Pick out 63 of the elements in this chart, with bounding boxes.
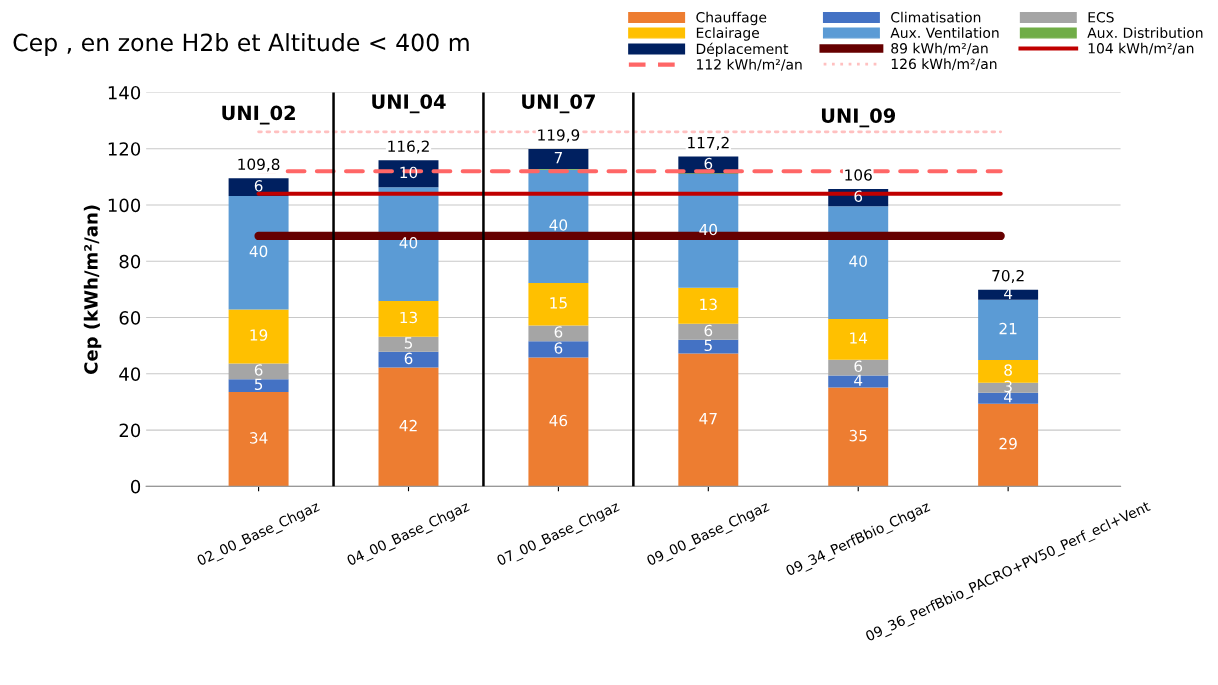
data-label: 4: [854, 374, 863, 386]
data-label: 40: [249, 245, 268, 258]
total-label: 109,8: [238, 158, 280, 172]
data-label: 5: [254, 378, 263, 391]
y-tick-label: 140: [108, 85, 141, 100]
legend-label: Climatisation: [891, 11, 981, 23]
data-label: 6: [404, 352, 413, 365]
legend-label: Déplacement: [696, 42, 789, 57]
data-label: 42: [399, 419, 417, 432]
legend-label: Eclairage: [696, 27, 760, 41]
chart-title: Cep , en zone H2b et Altitude < 400 m: [13, 33, 469, 56]
data-label: 13: [400, 311, 417, 324]
legend-label: Chauffage: [696, 11, 767, 26]
data-label: 4: [1004, 391, 1013, 403]
data-label: 6: [554, 326, 563, 338]
y-tick-label: 100: [108, 198, 141, 213]
data-label: 14: [850, 332, 868, 344]
data-label: 6: [704, 157, 713, 170]
data-label: 8: [1004, 364, 1012, 376]
data-label: 40: [849, 255, 867, 267]
annotation: UNI_04: [372, 94, 446, 114]
data-label: 46: [549, 414, 568, 427]
y-tick-label: 60: [119, 311, 141, 325]
data-label: 5: [404, 337, 413, 349]
legend-label: Aux. Distribution: [1087, 27, 1203, 39]
data-label: 29: [999, 437, 1017, 450]
legend-label: Aux. Ventilation: [890, 27, 999, 39]
total-label: 106: [845, 169, 872, 181]
data-label: 15: [550, 297, 567, 309]
total-label: 70,2: [992, 269, 1024, 284]
annotation: UNI_02: [222, 105, 295, 125]
data-label: 40: [399, 236, 418, 249]
y-tick-label: 80: [119, 254, 141, 269]
legend-label: ECS: [1088, 12, 1114, 23]
y-axis-title: Cep (kWh/m²/an): [83, 205, 102, 374]
legend-label: 112 kWh/m²/an: [697, 58, 802, 71]
data-label: 6: [554, 342, 563, 354]
data-label: 34: [250, 432, 268, 444]
total-label: 117,2: [688, 136, 729, 150]
data-label: 6: [254, 364, 263, 376]
annotation: UNI_07: [522, 94, 595, 114]
total-label: 116,2: [388, 140, 429, 154]
data-label: 19: [250, 329, 268, 341]
legend-label: 104 kWh/m²/an: [1088, 42, 1194, 55]
y-tick-label: 40: [119, 367, 141, 381]
legend-label: 89 kWh/m²/an: [891, 42, 988, 55]
total-label: 119,9: [538, 129, 580, 143]
data-label: 13: [700, 298, 717, 311]
y-tick-label: 20: [119, 423, 141, 438]
data-label: 6: [854, 360, 863, 373]
annotation: UNI_09: [821, 108, 896, 128]
y-tick-label: 0: [131, 479, 141, 494]
data-label: 6: [704, 324, 713, 337]
data-label: 3: [1004, 380, 1012, 393]
data-label: 7: [554, 152, 562, 164]
data-label: 21: [999, 322, 1017, 335]
data-label: 35: [849, 429, 867, 442]
data-label: 47: [699, 413, 717, 425]
data-label: 40: [549, 219, 568, 231]
legend-label: 126 kWh/m²/an: [891, 58, 997, 71]
y-tick-label: 120: [108, 142, 141, 156]
data-label: 5: [704, 339, 712, 352]
data-label: 6: [254, 180, 263, 192]
